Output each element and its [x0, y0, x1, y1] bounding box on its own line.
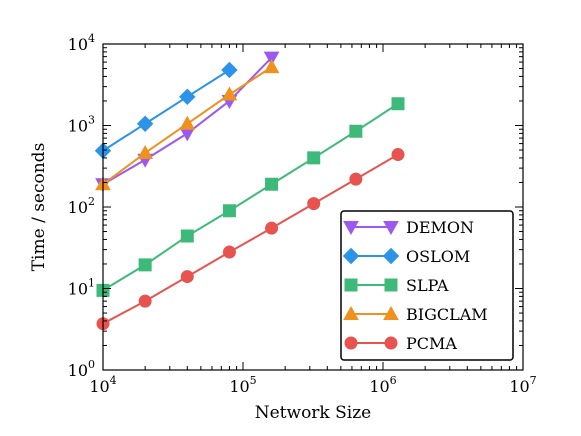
y-tick-label: 102: [68, 195, 95, 217]
legend-box: [340, 210, 514, 361]
legend-marker: [344, 278, 358, 292]
data-point: [391, 97, 405, 111]
y-tick-label: 100: [68, 358, 95, 380]
x-axis-label: Network Size: [255, 403, 372, 423]
legend-entry: BIGCLAM: [343, 305, 488, 324]
series-line: [102, 153, 399, 325]
x-tick-label: 104: [89, 374, 116, 396]
legend-label: DEMON: [406, 218, 474, 237]
data-point: [137, 144, 153, 159]
data-point: [263, 59, 280, 74]
data-point: [180, 270, 194, 284]
data-point: [391, 148, 405, 162]
legend-label: BIGCLAM: [406, 305, 488, 324]
legend-entry: SLPA: [344, 276, 449, 295]
data-point: [307, 197, 321, 211]
series-layer: [94, 51, 405, 331]
data-point: [222, 245, 236, 259]
data-point: [180, 229, 194, 243]
y-tick-label: 103: [68, 114, 95, 136]
data-point: [265, 221, 279, 235]
legend: DEMON OSLOM SLPA BIGCLAM PCMA: [340, 210, 514, 361]
data-point: [221, 61, 238, 79]
data-point: [307, 151, 321, 165]
legend-marker: [384, 278, 398, 292]
x-tick-label: 105: [229, 374, 256, 396]
series-pcma: [96, 148, 405, 331]
legend-label: OSLOM: [406, 247, 470, 266]
data-point: [179, 88, 196, 106]
legend-marker: [383, 305, 399, 320]
series-line: [102, 102, 399, 292]
x-tick-label: 106: [369, 374, 396, 396]
data-point: [263, 51, 280, 66]
data-point: [349, 124, 363, 138]
series-oslom: [94, 61, 238, 159]
y-tick-label: 104: [68, 32, 95, 54]
legend-marker: [343, 221, 359, 236]
legend-marker: [343, 305, 359, 320]
data-point: [179, 127, 196, 142]
legend-label: SLPA: [406, 276, 449, 295]
legend-entry: DEMON: [343, 218, 474, 237]
legend-marker: [382, 247, 400, 265]
legend-marker: [344, 336, 358, 350]
y-axis-label: Time / seconds: [29, 143, 49, 272]
data-point: [222, 204, 236, 218]
x-tick-label: 107: [509, 374, 536, 396]
y-tick-label: 101: [68, 277, 95, 299]
legend-entry: OSLOM: [342, 247, 470, 266]
legend-entry: PCMA: [344, 334, 457, 353]
data-point: [221, 86, 238, 101]
legend-marker: [383, 221, 399, 236]
legend-marker: [384, 336, 398, 350]
data-point: [265, 177, 279, 191]
data-point: [138, 294, 152, 308]
data-point: [349, 172, 363, 186]
data-point: [138, 258, 152, 272]
data-point: [136, 115, 154, 132]
data-point: [179, 115, 196, 130]
legend-marker: [342, 247, 360, 265]
ticks-layer: 104 105 106 107 100 101 102 103 104: [68, 32, 537, 396]
series-bigclam: [95, 59, 280, 191]
series-line: [102, 69, 230, 152]
legend-label: PCMA: [406, 334, 457, 353]
